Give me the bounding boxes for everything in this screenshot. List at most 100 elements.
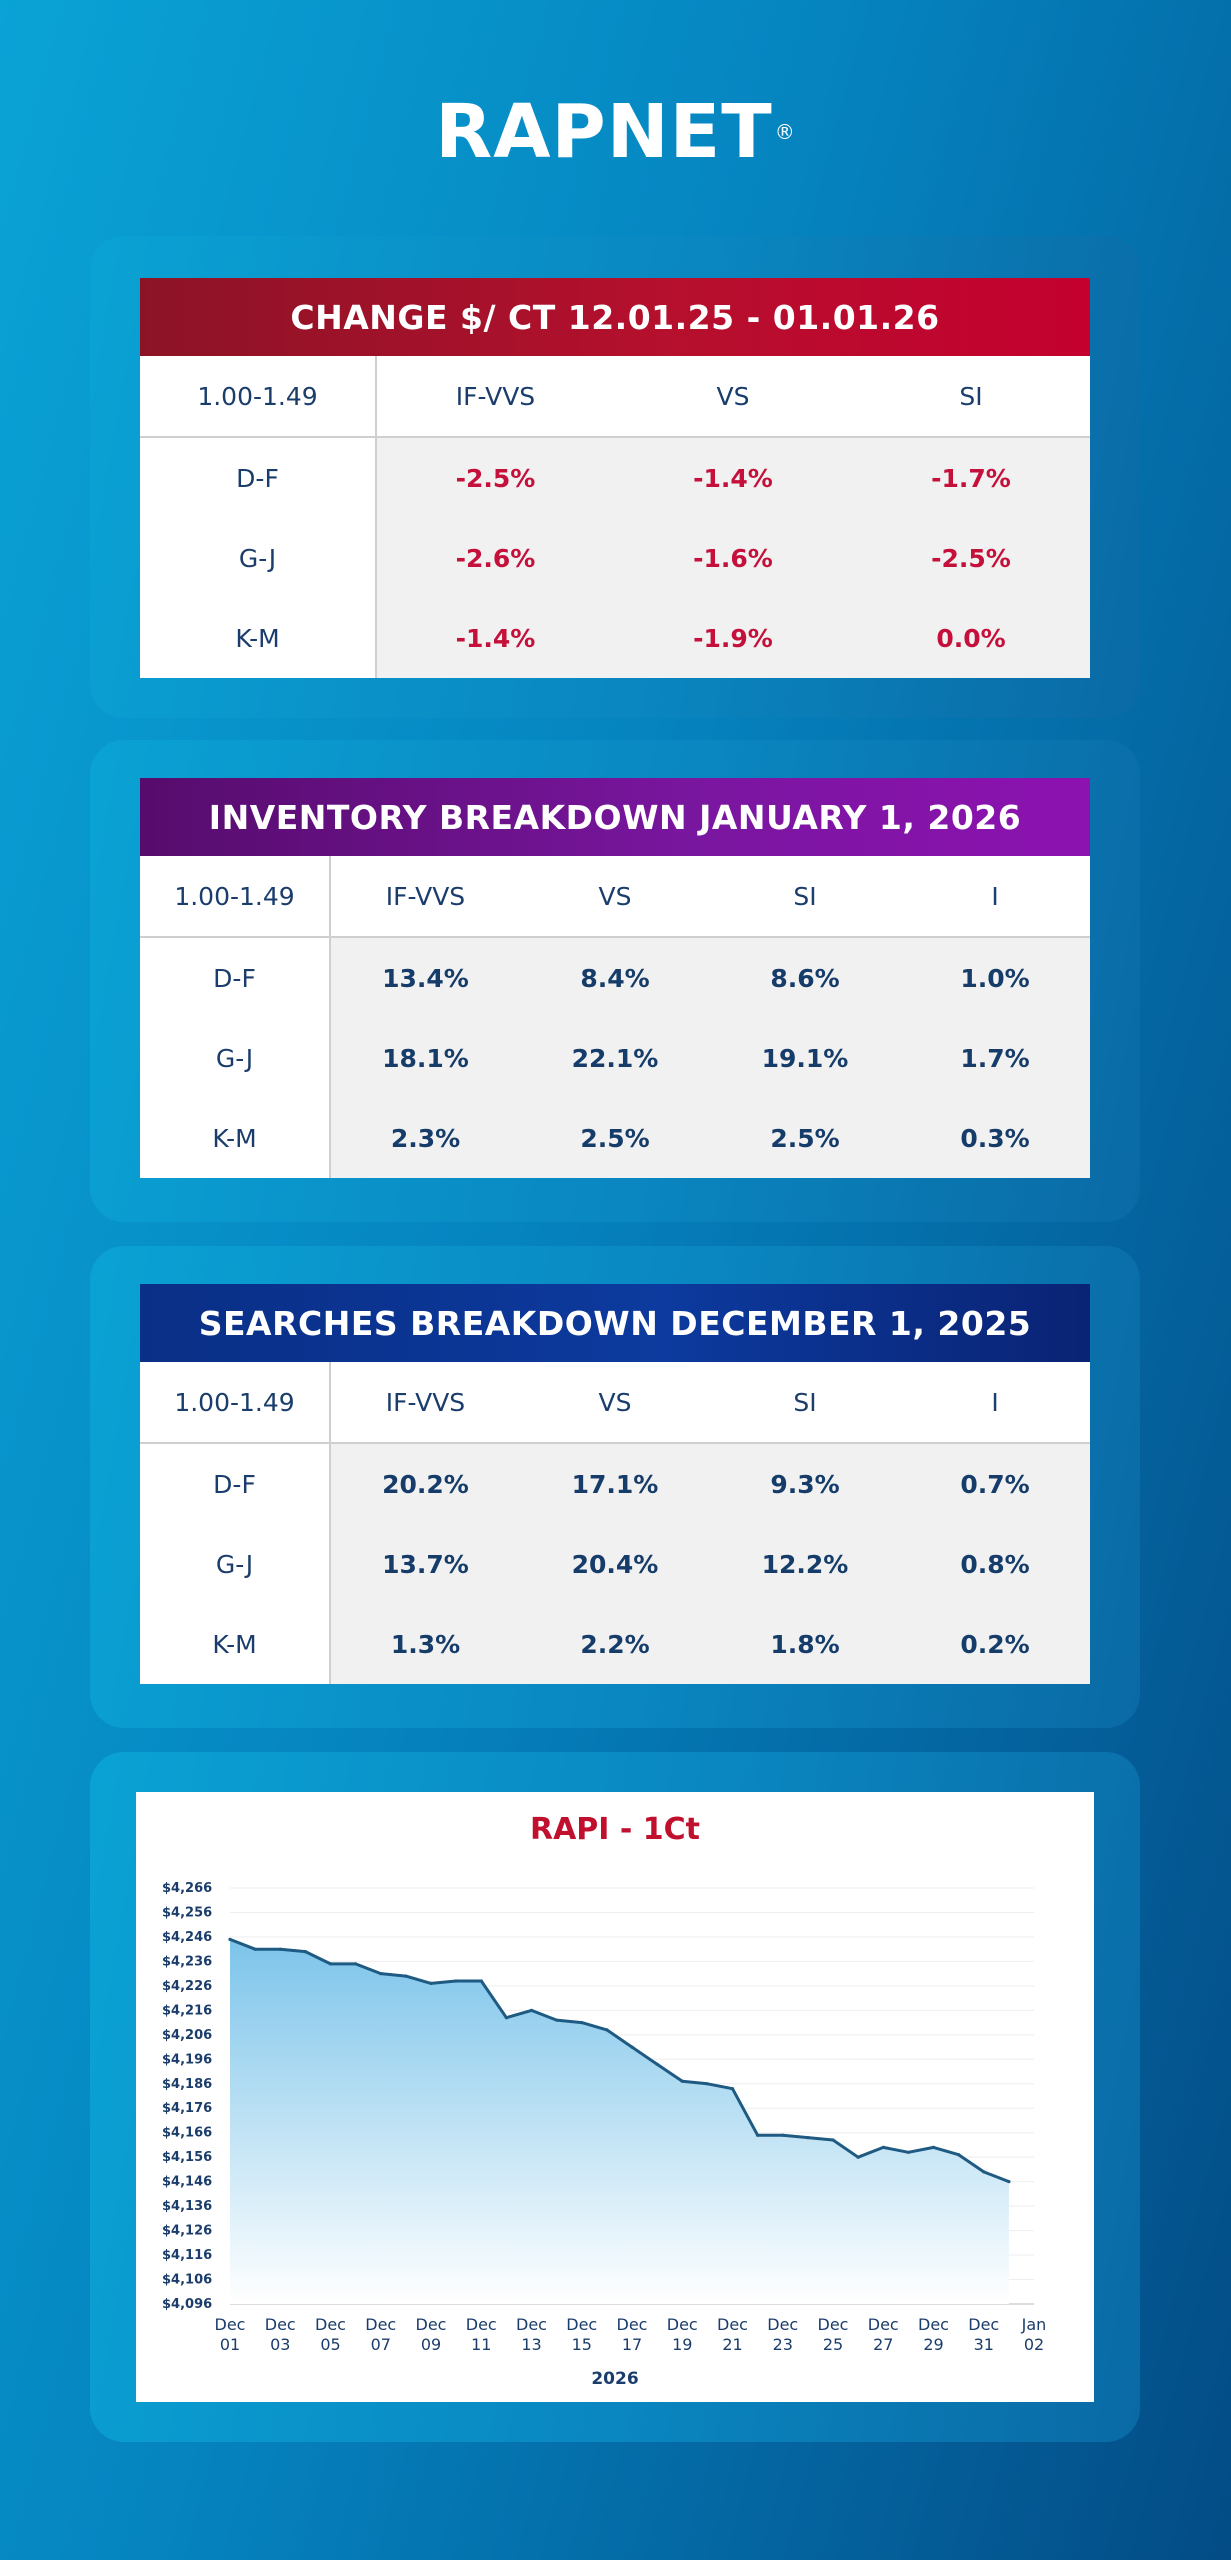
- y-tick-label: $4,266: [162, 1881, 212, 1896]
- x-tick-month: Dec: [365, 2315, 396, 2334]
- column-header: SI: [852, 356, 1090, 438]
- value-cell: 0.8%: [900, 1524, 1090, 1604]
- y-tick-label: $4,226: [162, 1979, 212, 1994]
- column-header: VS: [520, 856, 710, 938]
- x-tick-month: Dec: [918, 2315, 949, 2334]
- color-group-label: G-J: [140, 1524, 331, 1604]
- data-point: [881, 2145, 885, 2149]
- x-tick-day: 17: [622, 2335, 642, 2354]
- data-point: [680, 2079, 684, 2083]
- x-tick-month: Dec: [416, 2315, 447, 2334]
- y-tick-label: $4,096: [162, 2297, 212, 2312]
- x-tick-month: Dec: [315, 2315, 346, 2334]
- x-tick-day: 09: [421, 2335, 441, 2354]
- value-cell: 0.0%: [852, 598, 1090, 678]
- column-header: VS: [614, 356, 852, 438]
- x-tick-month: Dec: [617, 2315, 648, 2334]
- value-cell: -1.9%: [614, 598, 852, 678]
- table-row: G-J 13.7% 20.4% 12.2% 0.8%: [140, 1524, 1090, 1604]
- column-header: IF-VVS: [330, 856, 520, 938]
- color-group-label: K-M: [140, 598, 377, 678]
- x-tick-month: Dec: [868, 2315, 899, 2334]
- color-group-label: D-F: [140, 937, 331, 1018]
- value-cell: 9.3%: [710, 1443, 900, 1524]
- y-tick-label: $4,186: [162, 2077, 212, 2092]
- value-cell: -2.6%: [376, 518, 614, 598]
- y-tick-label: $4,106: [162, 2273, 212, 2288]
- data-point: [931, 2145, 936, 2149]
- y-tick-label: $4,146: [162, 2175, 212, 2190]
- data-point: [529, 2008, 534, 2012]
- x-tick-day: 25: [823, 2335, 843, 2354]
- data-point: [253, 1947, 257, 1951]
- change-panel: CHANGE $/ CT 12.01.25 - 01.01.26 1.00-1.…: [90, 236, 1140, 718]
- inventory-panel: INVENTORY BREAKDOWN JANUARY 1, 2026 1.00…: [90, 740, 1140, 1222]
- value-cell: -2.5%: [376, 437, 614, 518]
- change-table-card: CHANGE $/ CT 12.01.25 - 01.01.26 1.00-1.…: [140, 278, 1090, 678]
- x-tick-day: 11: [471, 2335, 491, 2354]
- rapi-chart: $4,266 $4,256 $4,246 $4,236 $4,226 $4,216 $4,2…: [162, 1881, 1046, 2389]
- x-tick-day: 05: [320, 2335, 340, 2354]
- rapnet-logo: RAPNET ®: [435, 89, 796, 175]
- searches-table-title: SEARCHES BREAKDOWN DECEMBER 1, 2025: [140, 1284, 1090, 1362]
- column-header: VS: [520, 1362, 710, 1444]
- table-row: G-J -2.6% -1.6% -2.5%: [140, 518, 1090, 598]
- column-header: IF-VVS: [376, 356, 614, 438]
- data-point: [630, 2045, 634, 2049]
- chart-title: RAPI - 1Ct: [529, 1812, 701, 1847]
- table-row: D-F 13.4% 8.4% 8.6% 1.0%: [140, 937, 1090, 1018]
- y-tick-label: $4,256: [162, 1905, 212, 1920]
- data-point: [831, 2138, 835, 2142]
- data-point: [303, 1950, 307, 1954]
- x-tick-month: Dec: [466, 2315, 497, 2334]
- y-tick-label: $4,206: [162, 2028, 212, 2043]
- rapi-chart-card: RAPI - 1Ct $4,266 $4,256 $4,246 $4,236 $4,22…: [136, 1792, 1094, 2402]
- table-row: D-F -2.5% -1.4% -1.7%: [140, 437, 1090, 518]
- value-cell: 2.2%: [520, 1604, 710, 1684]
- table-row: K-M 1.3% 2.2% 1.8% 0.2%: [140, 1604, 1090, 1684]
- clarity-size-label: 1.00-1.49: [140, 856, 331, 938]
- data-point: [1007, 2180, 1011, 2184]
- value-cell: 1.8%: [710, 1604, 900, 1684]
- x-tick-day: 31: [974, 2335, 994, 2354]
- x-tick-month: Dec: [265, 2315, 296, 2334]
- table-row: D-F 20.2% 17.1% 9.3% 0.7%: [140, 1443, 1090, 1524]
- data-point: [429, 1981, 433, 1985]
- data-point: [354, 1962, 358, 1966]
- y-tick-label: $4,126: [162, 2224, 212, 2239]
- column-header: SI: [710, 856, 900, 938]
- value-cell: 1.7%: [900, 1018, 1090, 1098]
- x-tick-day: 13: [521, 2335, 541, 2354]
- x-axis-title: 2026: [591, 2369, 638, 2389]
- data-point: [781, 2133, 785, 2137]
- color-group-label: G-J: [140, 1018, 331, 1098]
- x-tick-day: 02: [1024, 2335, 1044, 2354]
- x-tick-month: Dec: [516, 2315, 547, 2334]
- chart-panel: RAPI - 1Ct $4,266 $4,256 $4,246 $4,236 $4,22…: [90, 1752, 1140, 2442]
- value-cell: 2.3%: [330, 1098, 520, 1178]
- value-cell: 8.4%: [520, 937, 710, 1018]
- table-row: G-J 18.1% 22.1% 19.1% 1.7%: [140, 1018, 1090, 1098]
- data-point: [228, 1937, 232, 1941]
- y-tick-label: $4,136: [162, 2199, 212, 2214]
- data-point: [957, 2153, 961, 2157]
- area-fill: [230, 1939, 1009, 2304]
- value-cell: 13.7%: [330, 1524, 520, 1604]
- data-point: [730, 2087, 735, 2091]
- color-group-label: D-F: [140, 437, 377, 518]
- change-table-title: CHANGE $/ CT 12.01.25 - 01.01.26: [140, 278, 1090, 356]
- y-tick-label: $4,196: [162, 2052, 212, 2067]
- value-cell: -2.5%: [852, 518, 1090, 598]
- value-cell: 1.3%: [330, 1604, 520, 1684]
- value-cell: 18.1%: [330, 1018, 520, 1098]
- value-cell: 2.5%: [710, 1098, 900, 1178]
- searches-table: 1.00-1.49 IF-VVS VS SI I D-F 20.2% 17.1% 9.3% 0.7…: [140, 1362, 1090, 1684]
- data-point: [806, 2136, 810, 2140]
- color-group-label: K-M: [140, 1098, 331, 1178]
- clarity-size-label: 1.00-1.49: [140, 356, 377, 438]
- y-tick-label: $4,156: [162, 2150, 212, 2165]
- y-tick-label: $4,176: [162, 2101, 212, 2116]
- data-point: [504, 2016, 508, 2020]
- value-cell: 17.1%: [520, 1443, 710, 1524]
- x-tick-month: Dec: [717, 2315, 748, 2334]
